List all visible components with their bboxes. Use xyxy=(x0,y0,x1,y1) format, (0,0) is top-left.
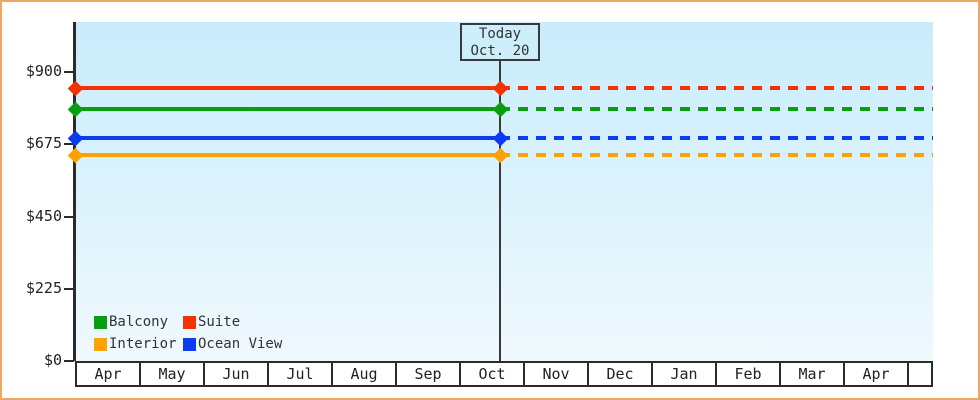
month-cell: Dec xyxy=(589,363,653,385)
month-cell: May xyxy=(141,363,205,385)
y-tick-label: $450 xyxy=(25,207,62,225)
legend-item: Suite xyxy=(183,314,282,330)
month-cell: Aug xyxy=(333,363,397,385)
legend-item: Ocean View xyxy=(183,336,282,352)
month-cell: Sep xyxy=(397,363,461,385)
y-tick-mark xyxy=(64,71,74,73)
series-line-solid xyxy=(75,153,500,157)
legend-swatch-icon xyxy=(183,337,196,351)
legend: Balcony Suite Interior Ocean View xyxy=(94,314,282,352)
series-line-solid xyxy=(75,107,500,111)
y-tick-mark xyxy=(64,360,74,362)
y-tick-label: $0 xyxy=(43,351,62,369)
month-cell: Apr xyxy=(845,363,909,385)
y-tick-label: $675 xyxy=(25,134,62,152)
month-axis: Apr May Jun Jul Aug Sep Oct Nov Dec Jan Feb Mar Apr xyxy=(75,361,933,387)
series-line-dashed xyxy=(500,86,933,90)
legend-label: Ocean View xyxy=(198,336,283,352)
series-line-solid xyxy=(75,86,500,90)
legend-swatch-icon xyxy=(183,315,196,329)
month-cell: Jun xyxy=(205,363,269,385)
y-axis-line xyxy=(73,22,76,361)
y-tick-label: $225 xyxy=(25,279,62,297)
month-cell-empty xyxy=(909,363,931,385)
legend-label: Interior xyxy=(109,336,177,352)
y-tick-mark xyxy=(64,288,74,290)
plot-area xyxy=(76,22,933,361)
today-date: Oct. 20 xyxy=(470,43,530,59)
legend-swatch-icon xyxy=(94,315,107,329)
month-cell: Nov xyxy=(525,363,589,385)
month-cell: Jul xyxy=(269,363,333,385)
legend-item: Balcony xyxy=(94,314,183,330)
month-cell: Apr xyxy=(77,363,141,385)
today-vertical-line xyxy=(499,60,501,361)
series-line-solid xyxy=(75,136,500,140)
legend-label: Balcony xyxy=(109,314,169,330)
y-tick-label: $900 xyxy=(25,62,62,80)
series-line-dashed xyxy=(500,153,933,157)
today-label: Today xyxy=(478,26,522,42)
month-cell: Mar xyxy=(781,363,845,385)
legend-label: Suite xyxy=(198,314,241,330)
series-line-dashed xyxy=(500,107,933,111)
month-cell: Oct xyxy=(461,363,525,385)
month-cell: Feb xyxy=(717,363,781,385)
legend-item: Interior xyxy=(94,336,183,352)
y-tick-mark xyxy=(64,143,74,145)
series-line-dashed xyxy=(500,136,933,140)
legend-swatch-icon xyxy=(94,337,107,351)
month-cell: Jan xyxy=(653,363,717,385)
y-tick-mark xyxy=(64,216,74,218)
today-annotation-box: Today Oct. 20 xyxy=(460,23,540,61)
